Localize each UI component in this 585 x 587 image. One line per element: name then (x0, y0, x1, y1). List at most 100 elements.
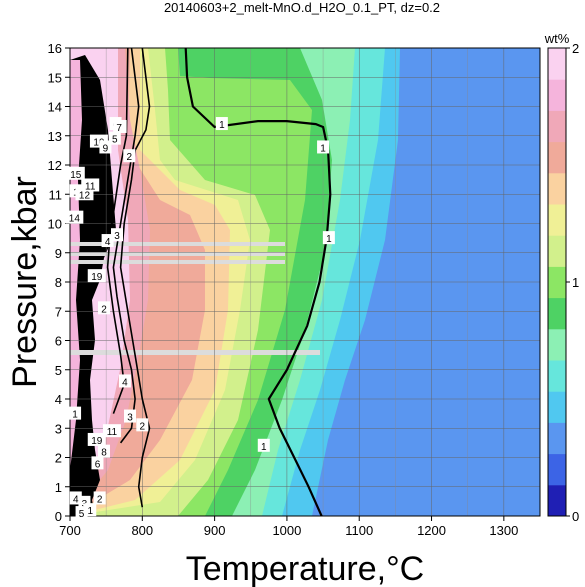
colorbar-segment (548, 141, 566, 174)
artifact-band (70, 242, 285, 246)
contour-label: 11 (81, 178, 100, 192)
contour-line-3 (112, 48, 140, 444)
contour-label-text: 5 (112, 135, 118, 146)
contour-label: 1 (215, 117, 228, 131)
x-tick-label: 800 (131, 523, 153, 538)
colorbar-unit: wt% (544, 31, 570, 46)
colorbar-segment (548, 453, 566, 486)
artifact-band (70, 260, 285, 264)
contour-label: 4 (101, 234, 114, 248)
contour-label: 1 (322, 231, 335, 245)
contour-label-box (118, 374, 131, 388)
colorbar-segment (548, 360, 566, 392)
y-tick-label: 6 (55, 334, 62, 349)
contour-label-text: 15 (70, 170, 82, 181)
colorbar-segment (548, 204, 566, 236)
y-tick-label: 13 (48, 129, 62, 144)
chart-title: 20140603+2_melt-MnO.d_H2O_0.1_PT, dz=0.2 (164, 0, 440, 15)
y-tick-label: 5 (55, 363, 62, 378)
contour-label: 1 (69, 406, 82, 421)
y-tick-label: 2 (55, 451, 62, 466)
contour-label-text: 10 (93, 138, 105, 149)
contour-label: 6 (91, 456, 104, 470)
contour-label-text: 3 (114, 231, 120, 242)
contour-label-text: 1 (320, 143, 326, 154)
contour-label-box (123, 149, 136, 163)
contour-label: 3 (111, 228, 123, 242)
contour-label: 3 (124, 409, 137, 424)
y-tick-label: 15 (48, 70, 62, 85)
y-tick-label: 10 (48, 217, 62, 232)
y-tick-label: 16 (48, 41, 62, 56)
colorbar-segment (548, 328, 566, 361)
contour-label: 2 (136, 418, 149, 432)
contour-label-text: 5 (79, 509, 85, 520)
contour-label: 8 (97, 444, 110, 459)
contour-label-text: 4 (73, 494, 79, 505)
contour-label-text: 14 (69, 214, 81, 225)
contour-label-box (136, 418, 149, 432)
contour-label-box (101, 234, 114, 248)
contour-label: 14 (65, 210, 84, 225)
fill-region-magenta-edge (70, 60, 82, 470)
contour-label-box (257, 438, 270, 452)
contour-line-2 (119, 48, 151, 508)
contour-label: 1 (257, 438, 270, 453)
colorbar-segment (548, 484, 566, 517)
colorbar-segment (548, 235, 566, 267)
x-axis-label: Temperature,°C (186, 550, 424, 587)
plot-area (70, 48, 540, 516)
colorbar: 0 1 2 (547, 41, 579, 524)
colorbar-tick-label: 2 (572, 41, 579, 56)
contour-label-box (215, 117, 228, 131)
contour-line-1 (184, 48, 332, 516)
contour-label-text: 12 (79, 190, 91, 201)
colorbar-segment (548, 266, 566, 299)
y-tick-label: 3 (55, 421, 62, 436)
y-axis-label: Pressure,kbar (6, 176, 44, 388)
contour-label-text: 2 (127, 152, 133, 163)
colorbar-segment (548, 79, 566, 111)
colorbar-tick-label: 1 (572, 275, 579, 290)
contour-label-box (322, 231, 335, 245)
colorbar-segment (548, 391, 566, 423)
contour-label-text: 3 (127, 413, 133, 424)
contour-label: 11 (102, 424, 121, 438)
contour-label-box (69, 406, 82, 420)
contour-label-box (108, 131, 121, 145)
contour-label-text: 9 (103, 143, 109, 154)
contour-label: 1 (317, 140, 330, 154)
contour-label: 2 (123, 149, 136, 163)
artifact-band (70, 350, 320, 355)
contour-label: 19 (87, 432, 106, 447)
contour-label-box (65, 210, 84, 224)
artifact-band (70, 252, 285, 256)
contour-label: 9 (99, 140, 112, 154)
y-tick-label: 4 (55, 392, 62, 407)
y-tick-label: 8 (55, 275, 62, 290)
contour-label-text: 11 (85, 181, 96, 192)
contour-label-text: 4 (122, 377, 128, 388)
x-tick-label: 1300 (489, 523, 518, 538)
contour-label: 2 (97, 301, 110, 315)
y-tick-label: 12 (48, 158, 62, 173)
colorbar-segment (548, 48, 566, 80)
contour-label: 2 (93, 491, 106, 505)
contour-label: 5 (108, 131, 121, 146)
colorbar-segment (548, 172, 566, 205)
contour-label-text: 8 (101, 448, 107, 459)
x-tick-label: 1100 (345, 523, 373, 538)
contour-label-box (113, 119, 126, 133)
contour-label-box (124, 409, 137, 423)
contour-label-box (97, 301, 110, 315)
x-tick-label: 900 (204, 523, 226, 538)
contour-label-box (97, 444, 110, 458)
contour-label-text: 2 (97, 494, 103, 505)
contour-label-box (87, 432, 106, 446)
y-tick-label: 9 (55, 246, 62, 261)
contour-label-text: 1 (326, 234, 332, 245)
contour-label: 15 (66, 166, 85, 181)
contour-label-text: 1 (261, 442, 267, 453)
contour-label-text: 1 (219, 120, 225, 131)
